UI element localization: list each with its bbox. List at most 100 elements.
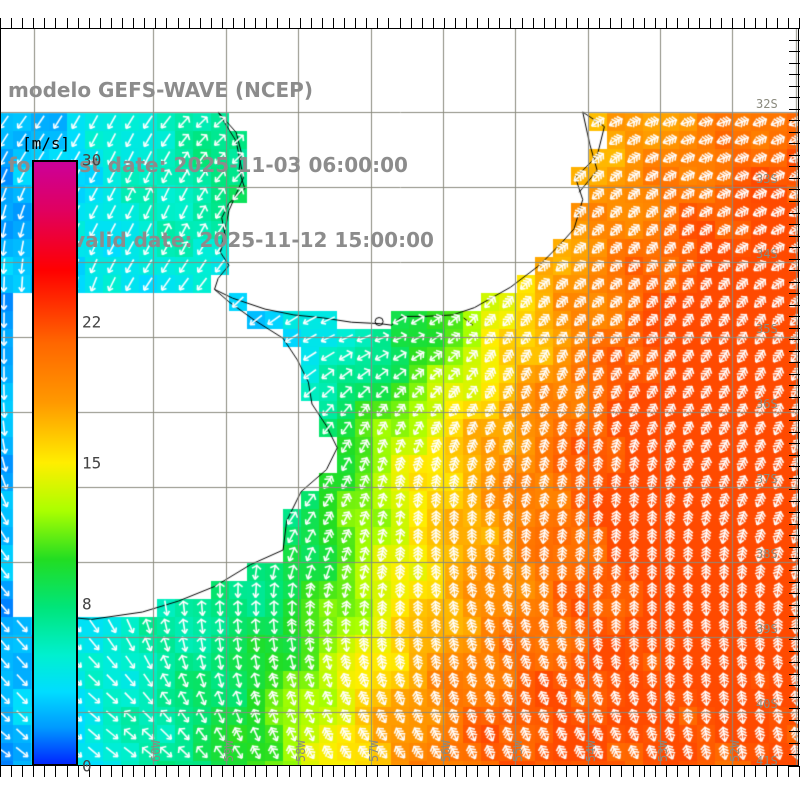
axis-tick bbox=[777, 766, 778, 777]
axis-tick bbox=[789, 201, 800, 202]
latitude-label: 38S bbox=[756, 547, 778, 561]
axis-tick bbox=[300, 18, 301, 28]
latitude-label: 40S bbox=[756, 697, 778, 711]
valid-date-line: valid date: 2025-11-12 15:00:00 bbox=[72, 228, 434, 252]
axis-tick bbox=[789, 374, 800, 375]
axis-tick bbox=[544, 766, 545, 777]
axis-tick bbox=[789, 766, 800, 767]
axis-tick bbox=[488, 766, 489, 777]
axis-tick bbox=[699, 766, 700, 777]
latitude-label: 33S bbox=[756, 172, 778, 186]
axis-tick bbox=[789, 731, 800, 732]
axis-tick bbox=[610, 18, 611, 28]
axis-tick bbox=[599, 766, 600, 777]
axis-tick bbox=[499, 766, 500, 777]
axis-tick bbox=[444, 766, 445, 777]
axis-tick bbox=[789, 189, 800, 190]
axis-tick bbox=[522, 766, 523, 777]
axis-tick bbox=[67, 766, 68, 777]
axis-tick bbox=[477, 766, 478, 777]
longitude-label: 55W bbox=[511, 740, 525, 762]
axis-tick bbox=[155, 766, 156, 777]
axis-tick bbox=[789, 605, 800, 606]
latitude-label: 35S bbox=[756, 322, 778, 336]
axis-tick bbox=[766, 766, 767, 777]
bottom-axis-tick-rail bbox=[0, 766, 800, 777]
top-axis-tick-rail bbox=[0, 18, 800, 28]
axis-tick bbox=[789, 74, 800, 75]
axis-tick bbox=[333, 18, 334, 28]
axis-tick bbox=[266, 18, 267, 28]
axis-tick bbox=[789, 524, 800, 525]
axis-tick bbox=[789, 593, 800, 594]
axis-tick bbox=[789, 720, 800, 721]
axis-tick bbox=[100, 766, 101, 777]
axis-tick bbox=[710, 18, 711, 28]
axis-tick bbox=[44, 18, 45, 28]
axis-tick bbox=[133, 18, 134, 28]
axis-tick bbox=[477, 18, 478, 28]
axis-tick bbox=[789, 132, 800, 133]
axis-tick bbox=[555, 18, 556, 28]
axis-tick bbox=[244, 18, 245, 28]
axis-tick bbox=[789, 178, 800, 179]
axis-tick bbox=[789, 155, 800, 156]
axis-tick bbox=[789, 224, 800, 225]
axis-tick bbox=[666, 766, 667, 777]
axis-tick bbox=[789, 616, 800, 617]
axis-tick bbox=[789, 651, 800, 652]
axis-tick bbox=[789, 109, 800, 110]
axis-tick bbox=[721, 18, 722, 28]
axis-tick bbox=[789, 443, 800, 444]
axis-tick bbox=[233, 18, 234, 28]
axis-tick bbox=[789, 213, 800, 214]
axis-tick bbox=[189, 18, 190, 28]
lat-lon-gridlines bbox=[1, 29, 798, 765]
axis-tick bbox=[377, 18, 378, 28]
axis-tick bbox=[277, 766, 278, 777]
axis-tick bbox=[789, 697, 800, 698]
axis-tick bbox=[111, 18, 112, 28]
axis-tick bbox=[200, 766, 201, 777]
longitude-label: 59W bbox=[222, 740, 236, 762]
axis-tick bbox=[788, 766, 789, 777]
axis-tick bbox=[122, 18, 123, 28]
axis-tick bbox=[789, 316, 800, 317]
axis-tick bbox=[111, 766, 112, 777]
axis-tick bbox=[789, 247, 800, 248]
axis-tick bbox=[533, 18, 534, 28]
colorbar-gradient bbox=[32, 160, 78, 766]
axis-tick bbox=[789, 328, 800, 329]
axis-tick bbox=[688, 18, 689, 28]
axis-tick bbox=[444, 18, 445, 28]
axis-tick bbox=[789, 420, 800, 421]
axis-tick bbox=[789, 397, 800, 398]
axis-tick bbox=[588, 766, 589, 777]
axis-tick bbox=[789, 639, 800, 640]
colorbar-tick-label: 30 bbox=[82, 150, 102, 170]
axis-tick bbox=[44, 766, 45, 777]
axis-tick bbox=[789, 558, 800, 559]
axis-tick bbox=[510, 766, 511, 777]
axis-tick bbox=[789, 385, 800, 386]
axis-tick bbox=[789, 86, 800, 87]
axis-tick bbox=[55, 766, 56, 777]
axis-tick bbox=[544, 18, 545, 28]
axis-tick bbox=[89, 766, 90, 777]
axis-tick bbox=[633, 18, 634, 28]
latitude-label: 39S bbox=[756, 622, 778, 636]
axis-tick bbox=[789, 662, 800, 663]
colorbar bbox=[32, 160, 78, 766]
axis-tick bbox=[732, 18, 733, 28]
axis-tick bbox=[89, 18, 90, 28]
axis-tick bbox=[344, 766, 345, 777]
axis-tick bbox=[166, 18, 167, 28]
axis-tick bbox=[789, 362, 800, 363]
longitude-label: 56W bbox=[439, 740, 453, 762]
axis-tick bbox=[488, 18, 489, 28]
axis-tick bbox=[322, 766, 323, 777]
axis-tick bbox=[755, 18, 756, 28]
axis-tick bbox=[200, 18, 201, 28]
axis-tick bbox=[422, 18, 423, 28]
axis-tick bbox=[411, 18, 412, 28]
